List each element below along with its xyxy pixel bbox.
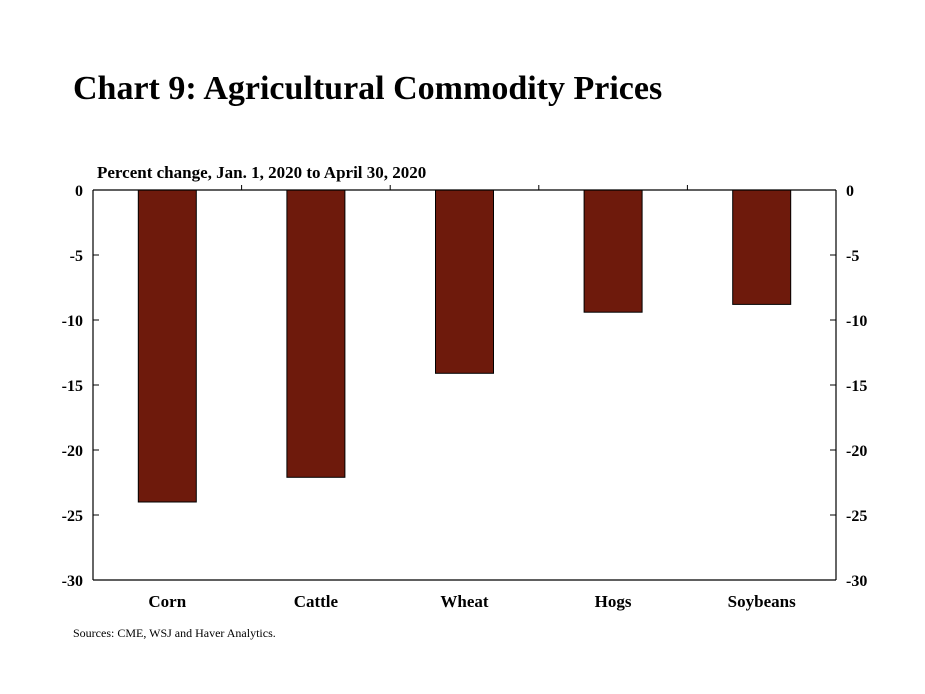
left-tick-label: -15 (62, 378, 83, 395)
right-tick-label: -5 (846, 248, 859, 265)
left-tick-label: -20 (62, 443, 83, 460)
right-tick-labels: 0 -5 -10 -15 -20 -25 -30 (846, 183, 867, 590)
bar-cattle (286, 189, 346, 478)
source-note: Sources: CME, WSJ and Haver Analytics. (73, 626, 276, 640)
left-tick-label: -10 (62, 313, 83, 330)
category-label-cattle: Cattle (294, 592, 339, 611)
category-label-soybeans: Soybeans (728, 592, 796, 611)
left-tick-label: -5 (70, 248, 83, 265)
bars-group (137, 189, 792, 503)
category-label-wheat: Wheat (440, 592, 489, 611)
bar-wheat (435, 189, 494, 374)
left-tick-label: 0 (75, 183, 83, 200)
left-tick-labels: 0 -5 -10 -15 -20 -25 -30 (62, 183, 83, 590)
right-tick-label: -15 (846, 378, 867, 395)
category-label-corn: Corn (148, 592, 186, 611)
category-label-hogs: Hogs (595, 592, 632, 611)
right-tick-label: -10 (846, 313, 867, 330)
right-tick-label: -25 (846, 508, 867, 525)
right-tick-label: 0 (846, 183, 854, 200)
right-tick-label: -30 (846, 573, 867, 590)
category-labels: Corn Cattle Wheat Hogs Soybeans (148, 592, 796, 611)
right-tick-label: -20 (846, 443, 867, 460)
bar-soybeans (732, 189, 792, 305)
bar-hogs (583, 189, 643, 313)
left-tick-label: -25 (62, 508, 83, 525)
bar-corn (137, 189, 197, 503)
axes-group (92, 185, 837, 581)
left-tick-label: -30 (62, 573, 83, 590)
chart-title: Chart 9: Agricultural Commodity Prices (73, 70, 663, 107)
y-axis-unit-label: Percent change, Jan. 1, 2020 to April 30… (97, 163, 427, 182)
